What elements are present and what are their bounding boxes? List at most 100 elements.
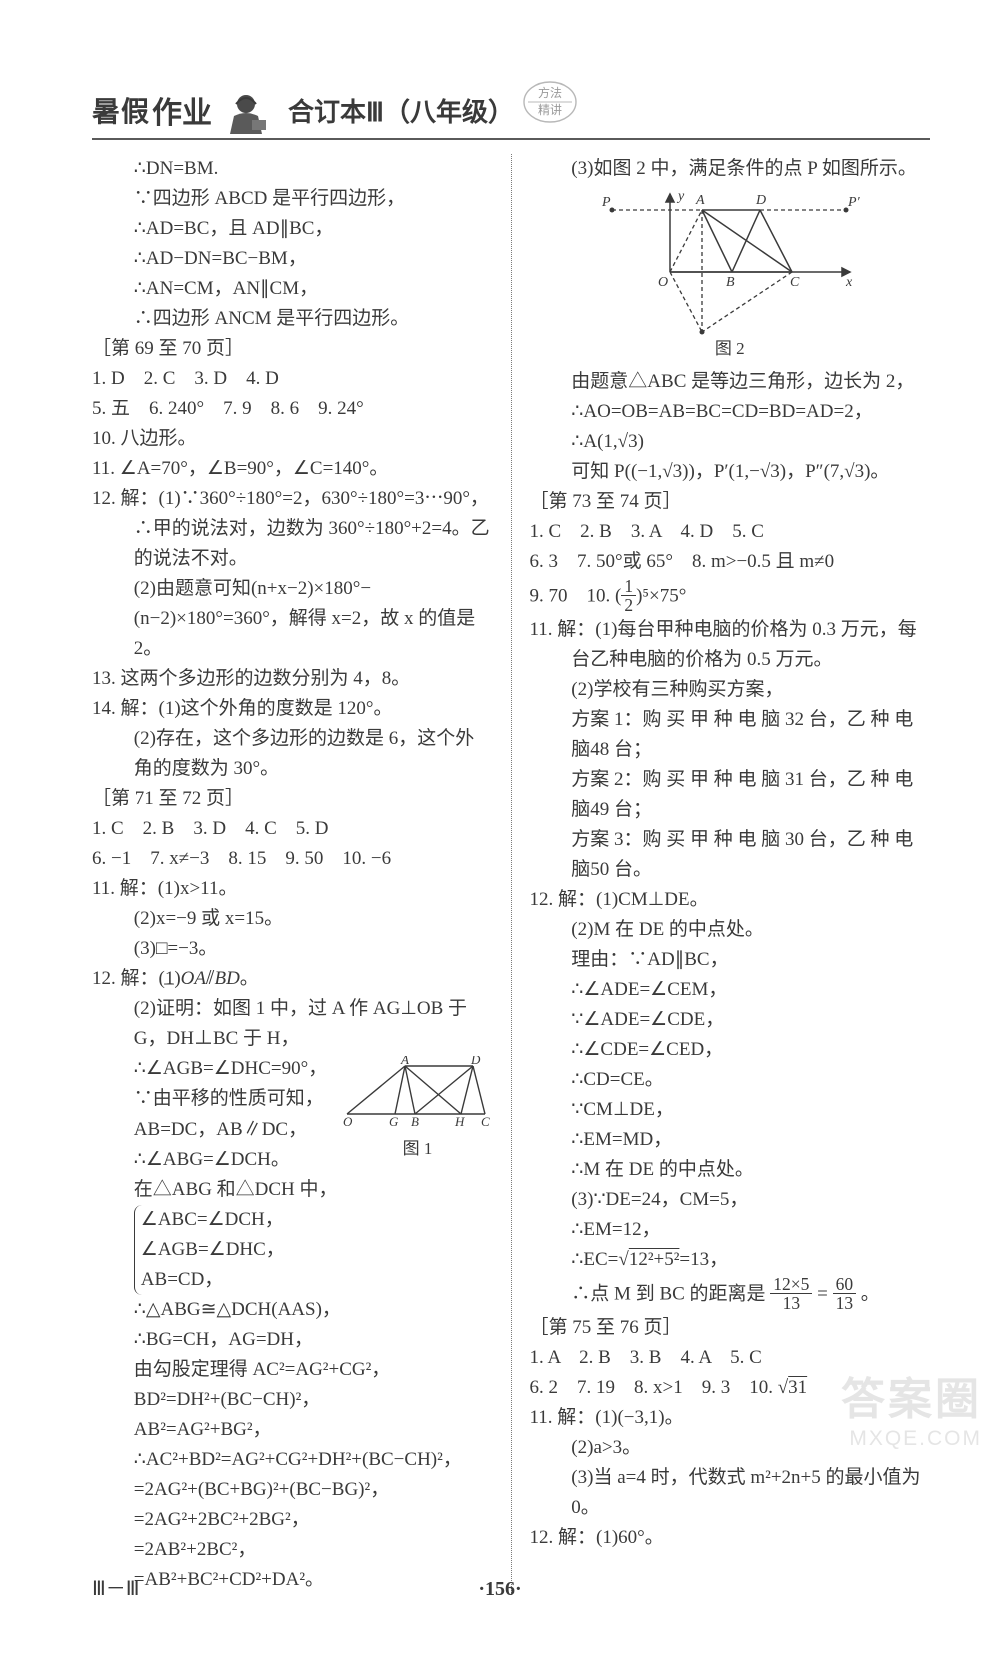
header-title-a: 暑假 [92, 90, 150, 130]
text: = [817, 1284, 828, 1305]
solution: 方案 1：购 买 甲 种 电 脑 32 台，乙 种 电 脑48 台； [530, 705, 931, 765]
watermark: 答案圈 MXQE.COM [841, 1363, 982, 1451]
solution: ∴M 在 DE 的中点处。 [530, 1155, 931, 1185]
sqrt: 31 [788, 1377, 807, 1398]
solution: (2)M 在 DE 的中点处。 [530, 915, 931, 945]
answer-row: 5. 五 6. 240° 7. 9 8. 6 9. 24° [92, 394, 493, 424]
fraction: 6013 [833, 1275, 856, 1313]
svg-text:A: A [695, 193, 705, 208]
solution: (2)学校有三种购买方案， [530, 675, 931, 705]
solution: 12. 解：(1)∵360°÷180°=2，630°÷180°=3⋯90°，∴甲… [92, 484, 493, 574]
answer-row: 6. −1 7. x≠−3 8. 15 9. 50 10. −6 [92, 844, 493, 874]
solution: (2)由题意可知(n+x−2)×180°−(n−2)×180°=360°，解得 … [92, 574, 493, 664]
fraction: 12×513 [770, 1275, 812, 1313]
svg-text:C: C [790, 275, 800, 290]
svg-text:O: O [343, 1114, 353, 1126]
svg-text:P′: P′ [691, 334, 703, 336]
sqrt: 12²+5² [629, 1249, 680, 1270]
solution: ∵CM⊥DE， [530, 1095, 931, 1125]
solution: (2)存在，这个多边形的边数是 6，这个外角的度数为 30°。 [92, 724, 493, 784]
solution: (3)□=−3。 [92, 934, 493, 964]
solution: 14. 解：(1)这个外角的度数是 120°。 [92, 694, 493, 724]
watermark-line1: 答案圈 [841, 1363, 982, 1427]
text: ∵四边形 ABCD 是平行四边形， [92, 184, 493, 214]
solution: 13. 这两个多边形的边数分别为 4，8。 [92, 664, 493, 694]
text: ∠AGB=∠DHC， [141, 1235, 493, 1265]
answer-row: 10. 八边形。 [92, 424, 493, 454]
text: AB=CD， [141, 1265, 493, 1295]
svg-text:C: C [481, 1114, 490, 1126]
text: ∴DN=BM. [92, 154, 493, 184]
solution: 方案 3：购 买 甲 种 电 脑 30 台，乙 种 电 脑50 台。 [530, 825, 931, 885]
svg-text:A: A [400, 1056, 409, 1067]
solution: 12. 解：(1)60°。 [530, 1523, 931, 1553]
section-heading: ［第 71 至 72 页］ [92, 784, 493, 814]
answer-row: 1. C 2. B 3. A 4. D 5. C [530, 517, 931, 547]
text: ∴EC=√ [571, 1249, 629, 1270]
equation-system: ∠ABC=∠DCH， ∠AGB=∠DHC， AB=CD， [134, 1205, 493, 1295]
text: )⁵×75° [636, 586, 686, 607]
solution: 11. 解：(1)x>11。 [92, 874, 493, 904]
solution: 理由：∵AD∥BC， [530, 945, 931, 975]
solution: =2AG²+(BC+BG)²+(BC−BG)²， [92, 1475, 493, 1505]
answer-row: 1. C 2. B 3. D 4. C 5. D [92, 814, 493, 844]
solution: ∴AO=OB=AB=BC=CD=BD=AD=2， [530, 397, 931, 427]
solution: (3)∵DE=24，CM=5， [530, 1185, 931, 1215]
solution: (3)当 a=4 时，代数式 m²+2n+5 的最小值为 0。 [530, 1463, 931, 1523]
text: =13， [679, 1249, 728, 1270]
text: ∴点 M 到 BC 的距离是 [571, 1284, 765, 1305]
solution: 12. 解：(1)CM⊥DE。 [530, 885, 931, 915]
svg-text:x: x [845, 275, 853, 290]
header-subtitle: 合订本Ⅲ（八年级） [288, 92, 514, 129]
solution: 由勾股定理得 AC²=AG²+CG²， [92, 1355, 493, 1385]
figure-1: O A D G B H C 图 1 [343, 1056, 493, 1163]
svg-text:D: D [755, 193, 766, 208]
solution: ∴△ABG≅△DCH(AAS)， [92, 1295, 493, 1325]
solution: ∴∠CDE=∠CED， [530, 1035, 931, 1065]
svg-text:G: G [389, 1114, 399, 1126]
solution: =2AB²+2BC²， [92, 1535, 493, 1565]
page-number: ·156· [0, 1578, 1000, 1601]
text: 12. 解：(1)OA⫽_BD。 [92, 968, 259, 989]
solution: ∴A(1,√3) [530, 427, 931, 457]
solution: (2)x=−9 或 x=15。 [92, 904, 493, 934]
solution: ∴AC²+BD²=AG²+CG²+DH²+(BC−CH)²， [92, 1445, 493, 1475]
solution: 由题意△ABC 是等边三角形，边长为 2， [530, 367, 931, 397]
text: ∴四边形 ANCM 是平行四边形。 [92, 304, 493, 334]
solution: 在△ABG 和△DCH 中， [92, 1175, 493, 1205]
solution: ∴∠ADE=∠CEM， [530, 975, 931, 1005]
solution: ∴点 M 到 BC 的距离是 12×513 = 6013 。 [530, 1275, 931, 1313]
svg-text:P″: P″ [847, 195, 860, 210]
answer-row: 6. 3 7. 50°或 65° 8. m>−0.5 且 m≠0 [530, 547, 931, 577]
left-column: ∴DN=BM. ∵四边形 ABCD 是平行四边形， ∴AD=BC，且 AD∥BC… [92, 154, 511, 1595]
answer-row: 1. D 2. C 3. D 4. D [92, 364, 493, 394]
svg-text:B: B [411, 1114, 419, 1126]
solution: =2AG²+2BC²+2BG²， [92, 1505, 493, 1535]
fraction: 12 [621, 577, 636, 615]
svg-text:O: O [658, 275, 668, 290]
answer-row: 9. 70 10. (12)⁵×75° [530, 577, 931, 615]
figure-caption: 图 1 [343, 1136, 493, 1163]
student-icon [218, 90, 278, 136]
svg-text:B: B [726, 275, 735, 290]
text: ∠ABC=∠DCH， [141, 1205, 493, 1235]
header-title-b: 作业 [152, 88, 212, 132]
solution: (2)证明：如图 1 中，过 A 作 AG⊥OB 于 G，DH⊥BC 于 H， [92, 994, 493, 1054]
solution: ∴EC=√12²+5²=13， [530, 1245, 931, 1275]
solution: 11. 解：(1)每台甲种电脑的价格为 0.3 万元，每台乙种电脑的价格为 0.… [530, 615, 931, 675]
svg-text:P: P [601, 195, 611, 210]
text: 。 [861, 1284, 880, 1305]
svg-text:D: D [470, 1056, 481, 1067]
text: ∴AD−DN=BC−BM， [92, 244, 493, 274]
watermark-line2: MXQE.COM [841, 1427, 982, 1451]
solution: ∵∠ADE=∠CDE， [530, 1005, 931, 1035]
solution: (3)如图 2 中，满足条件的点 P 如图所示。 [530, 154, 931, 184]
section-heading: ［第 73 至 74 页］ [530, 487, 931, 517]
section-heading: ［第 75 至 76 页］ [530, 1313, 931, 1343]
svg-text:H: H [454, 1114, 465, 1126]
page-header: 暑假 作业 合订本Ⅲ（八年级） 方法 精讲 [92, 88, 930, 140]
figure-caption: 图 2 [530, 336, 931, 363]
solution: 12. 解：(1)OA⫽_BD。 [92, 964, 493, 994]
solution: ∴CD=CE。 [530, 1065, 931, 1095]
solution: 可知 P((−1,√3))，P′(1,−√3)，P″(7,√3)。 [530, 457, 931, 487]
